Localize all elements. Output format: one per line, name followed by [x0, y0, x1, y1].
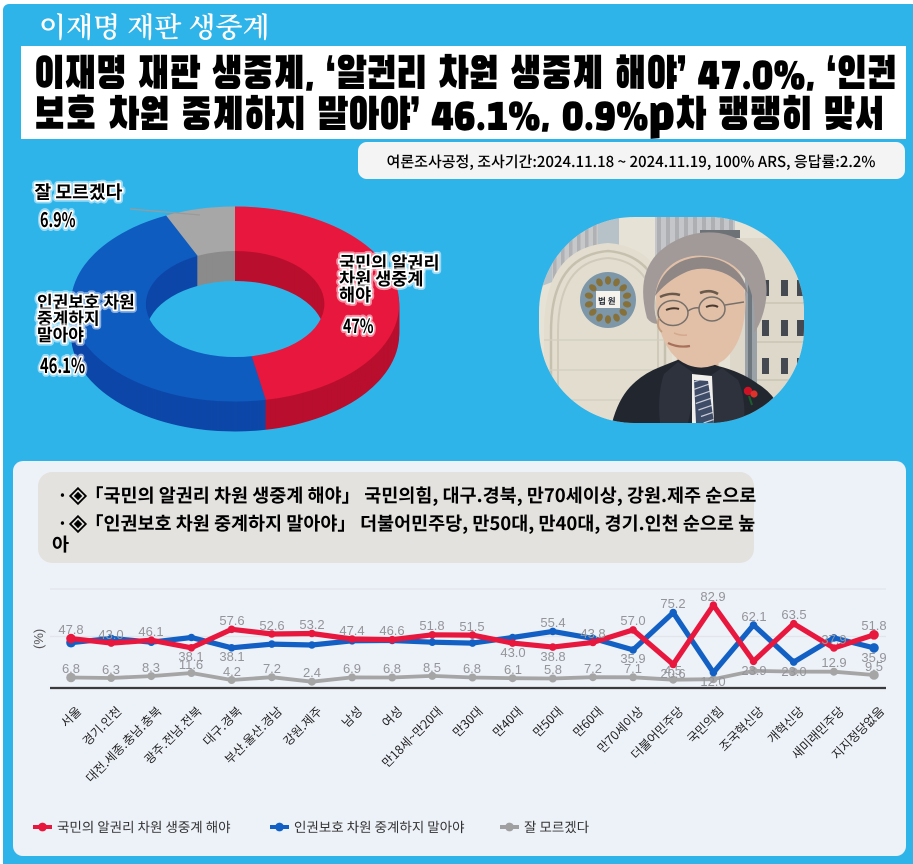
svg-text:(%): (%) [31, 629, 46, 649]
